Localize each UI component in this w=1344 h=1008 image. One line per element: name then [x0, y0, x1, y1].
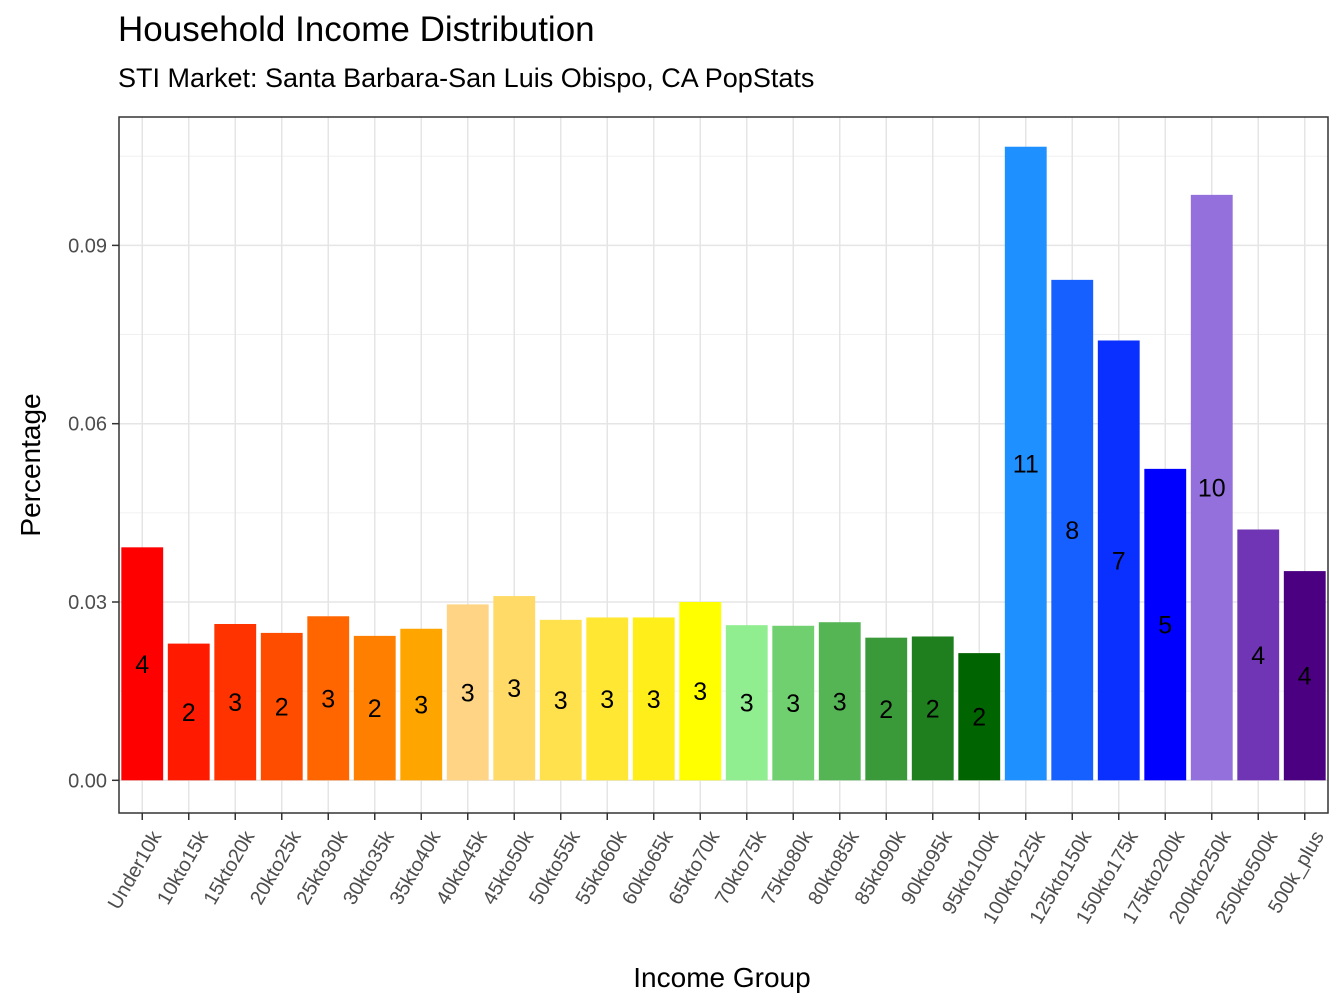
bar-500k_plus [1283, 571, 1326, 781]
bar-value-label: 4 [135, 651, 149, 679]
bar-value-label: 11 [1013, 451, 1039, 479]
bar-125kto150k [1051, 279, 1094, 781]
bar-value-label: 2 [275, 694, 289, 722]
bar-15kto20k [214, 623, 257, 781]
bar-value-label: 3 [600, 686, 614, 714]
x-axis-title: Income Group [633, 962, 810, 993]
bar-45kto50k [493, 596, 536, 781]
bar-70kto75k [725, 625, 768, 781]
bar-85kto90k [865, 637, 908, 781]
bar-10kto15k [167, 643, 210, 781]
y-tick-label: 0.00 [68, 770, 107, 792]
bar-value-label: 2 [972, 704, 986, 732]
bar-value-label: 2 [879, 696, 893, 724]
bar-60kto65k [632, 617, 675, 781]
bar-value-label: 2 [368, 695, 382, 723]
bar-35kto40k [400, 628, 443, 781]
bar-value-label: 3 [647, 686, 661, 714]
bar-value-label: 3 [461, 679, 475, 707]
bar-value-label: 3 [321, 685, 335, 713]
bar-value-label: 3 [414, 692, 428, 720]
bar-200kto250k [1190, 194, 1233, 781]
bar-value-label: 3 [507, 675, 521, 703]
bar-value-label: 2 [926, 695, 940, 723]
bar-value-label: 4 [1251, 642, 1265, 670]
chart-title: Household Income Distribution [118, 10, 595, 49]
bar-value-label: 2 [182, 699, 196, 727]
bar-value-label: 5 [1158, 612, 1172, 640]
bar-labels: 4 2 3 2 3 2 3 3 3 3 3 3 3 3 3 3 2 2 2 11 8 7 5 10 4 4 [135, 451, 1312, 732]
bar-value-label: 3 [786, 690, 800, 718]
y-tick-label: 0.09 [68, 235, 107, 257]
y-axis-title: Percentage [15, 393, 46, 536]
bar-100kto125k [1004, 146, 1047, 781]
bar-value-label: 3 [693, 678, 707, 706]
bar-30kto35k [353, 635, 396, 781]
bar-25kto30k [307, 616, 350, 781]
plot-border [118, 116, 1329, 814]
bar-250kto500k [1237, 529, 1280, 781]
bar-50kto55k [539, 619, 582, 781]
bar-175kto200k [1144, 468, 1187, 781]
bar-20kto25k [260, 632, 303, 781]
chart-subtitle: STI Market: Santa Barbara-San Luis Obisp… [118, 63, 815, 93]
bar-value-label: 3 [740, 690, 754, 718]
bar-value-label: 4 [1298, 663, 1312, 691]
bar-value-label: 7 [1112, 547, 1126, 575]
bar-value-label: 8 [1065, 517, 1079, 545]
bar-95kto100k [958, 653, 1001, 781]
bar-value-label: 10 [1198, 475, 1226, 503]
bar-55kto60k [586, 617, 629, 781]
y-tick-label: 0.03 [68, 592, 107, 614]
y-tick-label: 0.06 [68, 414, 107, 436]
bar-150kto175k [1097, 340, 1140, 781]
bars [121, 146, 1326, 781]
bar-value-label: 3 [228, 689, 242, 717]
bar-Under10k [121, 547, 164, 781]
bar-40kto45k [446, 604, 489, 781]
bar-value-label: 3 [833, 688, 847, 716]
bar-75kto80k [772, 625, 815, 781]
bar-90kto95k [911, 636, 954, 781]
bar-value-label: 3 [554, 687, 568, 715]
bar-65kto70k [679, 602, 722, 781]
bar-80kto85k [818, 622, 861, 781]
x-axis: Under10k10kto15k15kto20k20kto25k25kto30k… [104, 813, 1329, 928]
y-axis: 0.00 0.03 0.06 0.09 [68, 235, 119, 792]
